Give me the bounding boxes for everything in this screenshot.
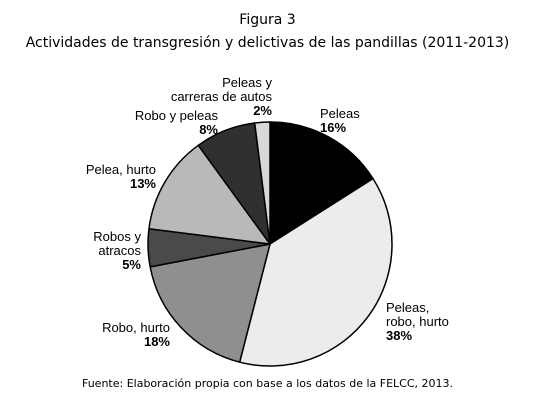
- slice-label-6: Peleas y carreras de autos 2%: [171, 75, 273, 118]
- chart-title: Actividades de transgresión y delictivas…: [25, 35, 510, 51]
- pie-slice-0: [269, 121, 374, 245]
- slice-label-1: Peleas, robo, hurto 38%: [386, 300, 449, 343]
- pie-slice-6: [253, 121, 271, 245]
- pie-slices: [147, 121, 393, 367]
- figure-number: Figura 3: [239, 12, 296, 28]
- slice-label-5: Robo y peleas 8%: [135, 108, 219, 137]
- source-note: Fuente: Elaboración propia con base a lo…: [81, 377, 453, 390]
- pie-labels: Peleas 16% Peleas, robo, hurto 38% Robo, hurt…: [86, 75, 449, 349]
- pie-slice-2: [149, 243, 271, 363]
- slice-label-4: Pelea, hurto 13%: [86, 162, 157, 191]
- slice-label-2: Robo, hurto 18%: [102, 320, 170, 349]
- pie-slice-1: [238, 177, 393, 367]
- pie-slice-4: [148, 144, 271, 245]
- slice-label-3: Robos y atracos 5%: [93, 229, 141, 272]
- slice-label-0: Peleas 16%: [320, 106, 360, 135]
